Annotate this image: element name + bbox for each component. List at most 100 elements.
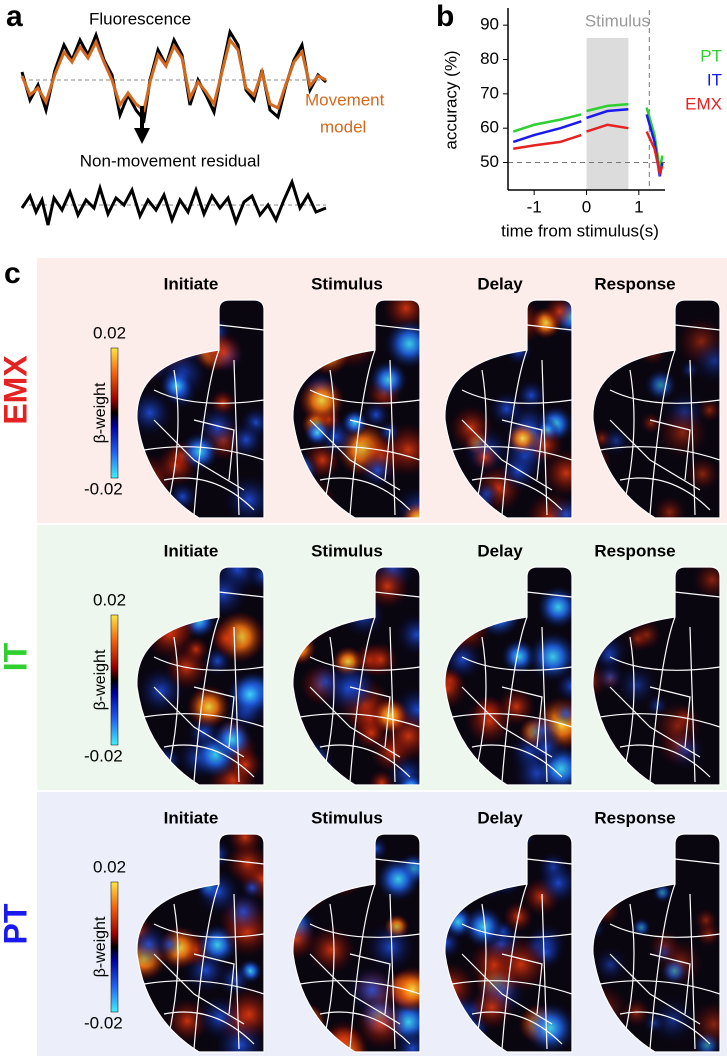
column-title: Delay	[477, 541, 523, 560]
region-border	[218, 858, 264, 865]
region-border	[501, 616, 528, 783]
brain-outline	[292, 299, 421, 519]
stimulus-shade	[586, 38, 629, 190]
region-border	[471, 744, 563, 778]
region-border	[389, 359, 396, 516]
region-border	[163, 1011, 255, 1045]
region-border	[501, 883, 528, 1050]
region-border	[619, 1011, 711, 1045]
region-border	[218, 591, 264, 598]
colorbar	[110, 614, 119, 746]
map-blob	[226, 670, 264, 719]
map-blob	[292, 918, 317, 960]
colorbar-max: 0.02	[93, 857, 126, 876]
region-border	[461, 419, 553, 491]
map-blob	[500, 638, 538, 675]
region-border	[153, 686, 245, 758]
region-border	[153, 923, 264, 938]
annotation: Stimulus	[585, 11, 650, 30]
region-border	[689, 359, 696, 516]
colorbar	[110, 881, 119, 1013]
map-blob	[665, 729, 707, 771]
column-title: Stimulus	[311, 274, 383, 293]
map-blob	[497, 687, 536, 726]
map-blob	[303, 418, 332, 447]
brain-outline	[444, 833, 573, 1053]
region-border	[309, 656, 420, 671]
region-border	[319, 744, 411, 778]
map-blob	[389, 966, 420, 1013]
region-border	[526, 324, 572, 331]
column-title: Initiate	[164, 808, 219, 827]
region-border	[233, 359, 240, 516]
map-blob	[685, 457, 720, 491]
map-blob	[195, 993, 244, 1042]
colorbar-label: β-weight	[92, 382, 109, 443]
region-border	[389, 626, 396, 783]
region-border	[451, 713, 572, 728]
region-border	[309, 686, 401, 758]
region-border	[163, 744, 255, 778]
colorbar-min: -0.02	[84, 1013, 123, 1032]
region-border	[649, 616, 676, 783]
region-border	[599, 446, 720, 461]
map-blob	[600, 425, 632, 457]
y-axis-label: accuracy (%)	[441, 50, 460, 149]
region-border	[349, 349, 376, 516]
region-border	[143, 713, 264, 728]
residual-trace	[20, 177, 327, 227]
brain-outline	[592, 833, 721, 1053]
brain-outline	[292, 566, 421, 786]
residual-label: Non-movement residual	[80, 151, 260, 170]
legend-entry: IT	[707, 70, 722, 89]
map-blob	[690, 1001, 720, 1048]
fluorescence-trace	[20, 28, 327, 124]
map-blob	[159, 368, 195, 404]
column-title: Response	[594, 808, 675, 827]
map-blob	[542, 449, 572, 497]
region-border	[689, 893, 696, 1050]
brain-outline	[136, 566, 265, 786]
region-border	[193, 686, 235, 748]
region-border	[389, 893, 396, 1050]
region-border	[649, 419, 691, 481]
map-blob	[307, 926, 355, 974]
region-border	[609, 923, 720, 938]
map-blob	[692, 567, 720, 600]
region-border	[624, 369, 635, 501]
map-blob	[543, 300, 572, 328]
region-border	[143, 446, 264, 461]
region-border	[374, 591, 420, 598]
map-blob	[653, 496, 686, 518]
region-border	[143, 980, 264, 995]
map-blob	[690, 337, 720, 385]
region-border	[461, 686, 553, 758]
region-border	[309, 953, 401, 1025]
region-border	[319, 477, 411, 511]
region-border	[609, 953, 701, 1025]
column-title: Response	[594, 274, 675, 293]
region-border	[599, 713, 720, 728]
map-blob	[376, 419, 402, 445]
region-border	[451, 446, 572, 461]
series-line	[513, 123, 664, 178]
map-blob	[186, 685, 231, 729]
region-border	[153, 389, 264, 404]
column-title: Delay	[477, 274, 523, 293]
legend-entry: PT	[700, 46, 722, 65]
map-blob	[225, 841, 264, 885]
region-border	[501, 349, 528, 516]
colorbar-label: β-weight	[92, 916, 109, 977]
map-blob	[631, 917, 652, 938]
colorbar-max: 0.02	[93, 323, 126, 342]
region-border	[349, 686, 391, 748]
region-border	[218, 324, 264, 331]
region-border	[674, 858, 720, 865]
colorbar-min: -0.02	[84, 746, 123, 765]
region-border	[476, 636, 487, 768]
panel-label: b	[436, 0, 454, 33]
region-border	[501, 419, 543, 481]
region-border	[674, 324, 720, 331]
brain-outline	[292, 833, 421, 1053]
